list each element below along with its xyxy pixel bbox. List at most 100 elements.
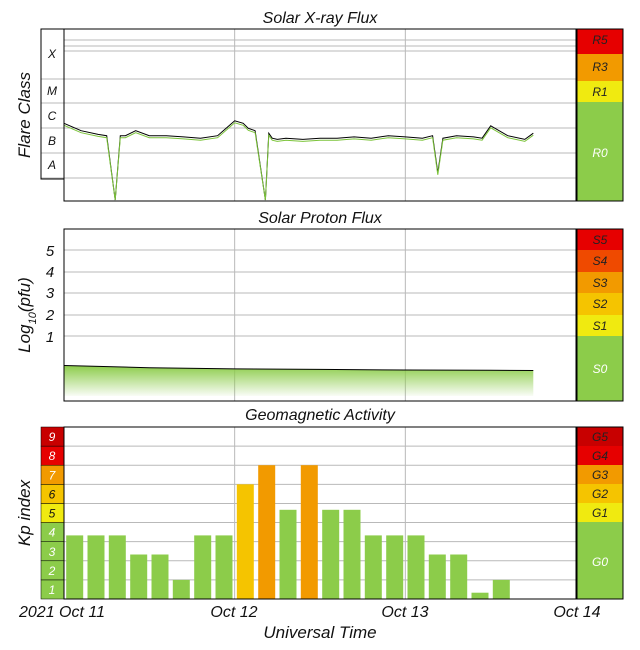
kp-bar [450,554,468,599]
g5-block [577,427,623,446]
s0-label: S0 [593,362,608,376]
s0-block [577,336,623,401]
r0-label: R0 [592,146,608,160]
proton-ytick-1: 1 [46,329,54,346]
g4-block [577,446,623,465]
s5-label: S5 [593,233,608,247]
g4-label: G4 [592,449,608,463]
kp-title: Geomagnetic Activity [245,407,396,424]
proton-plot-frame [63,228,577,402]
g2-label: G2 [592,487,608,501]
kp-bar [322,509,340,599]
r0-block [577,102,623,201]
kp-scale-number: 9 [49,430,56,444]
kp-scale-number: 7 [49,468,57,482]
s4-label: S4 [593,254,608,268]
kp-bar [386,535,404,599]
x-label-oct11: 2021 Oct 11 [18,604,105,621]
kp-bar [428,554,446,599]
kp-bar [343,509,361,599]
r1-block [577,81,623,102]
kp-scale-left: 1 2 3 4 5 6 7 8 9 [40,426,65,600]
kp-scale-number: 5 [49,507,56,521]
kp-scale-number: 8 [49,449,56,463]
s1-block [577,315,623,336]
kp-bar [279,509,297,599]
xlabel: Universal Time [263,623,376,642]
kp-scale-number: 3 [49,545,56,559]
g0-label: G0 [592,555,608,569]
s2-block [577,293,623,315]
kp-bar [258,465,276,599]
x-label-oct13: Oct 13 [381,604,428,621]
proton-ytick-3: 3 [46,285,55,302]
kp-bar [492,579,510,599]
g2-block [577,484,623,503]
g1-block [577,503,623,522]
proton-flux-line [63,365,534,371]
xray-class-frame [40,28,65,180]
r3-block [577,54,623,81]
xray-grid [41,29,576,201]
proton-ylabel: Log10(pfu) [15,277,39,353]
proton-ytick-2: 2 [45,307,55,324]
xray-class-label-m: M [47,84,57,98]
s4-block [577,250,623,272]
xray-r-scale: R5 R3 R1 R0 [576,28,624,202]
kp-bar [300,465,318,599]
xray-ylabel: Flare Class [15,72,34,158]
kp-scale-number: 4 [49,526,56,540]
g0-block [577,522,623,599]
kp-bar [236,484,254,599]
kp-scale-number: 2 [48,564,56,578]
proton-ytick-4: 4 [46,264,54,281]
proton-title: Solar Proton Flux [258,210,383,227]
s3-label: S3 [593,276,608,290]
xray-class-label-b: B [48,134,56,148]
proton-s-scale: S5 S4 S3 S2 S1 S0 [576,228,624,402]
g3-label: G3 [592,468,608,482]
kp-scale-number: 1 [49,583,56,597]
xray-class-label-a: A [47,158,56,172]
kp-bar [215,535,233,599]
kp-bar [66,535,84,599]
r3-label: R3 [592,60,608,74]
g1-label: G1 [592,506,608,520]
xray-class-label-x: X [47,47,57,61]
s1-label: S1 [593,319,608,333]
r1-label: R1 [592,85,607,99]
x-label-oct14: Oct 14 [553,604,600,621]
proton-ytick-5: 5 [46,243,55,260]
kp-grid [64,427,576,599]
xray-class-label-c: C [48,109,57,123]
xray-title: Solar X-ray Flux [263,10,379,27]
s5-block [577,229,623,250]
s3-block [577,272,623,293]
proton-flux-area [64,365,534,396]
r5-label: R5 [592,33,608,47]
g3-block [577,465,623,484]
xray-flux-line [63,120,534,201]
s2-label: S2 [593,297,608,311]
kp-plot-frame [63,426,577,600]
xray-plot-frame [63,28,577,202]
proton-yticks: 5 4 3 2 1 [45,243,55,346]
kp-bar [194,535,212,599]
proton-grid [64,229,576,401]
kp-bar [471,592,489,599]
kp-bar [87,535,105,599]
kp-g-scale: G5 G4 G3 G2 G1 G0 [576,426,624,600]
r5-block [577,29,623,54]
kp-scale-number: 6 [49,487,56,501]
kp-ylabel: Kp index [15,479,34,546]
kp-bar [407,535,425,599]
xray-flux-line-secondary [63,122,534,201]
kp-bar [172,579,190,599]
xray-class-labels: X M C B A [47,47,57,172]
kp-bar [108,535,126,599]
kp-bar [151,554,169,599]
x-label-oct12: Oct 12 [210,604,257,621]
kp-bars [66,465,510,599]
g5-label: G5 [592,430,608,444]
